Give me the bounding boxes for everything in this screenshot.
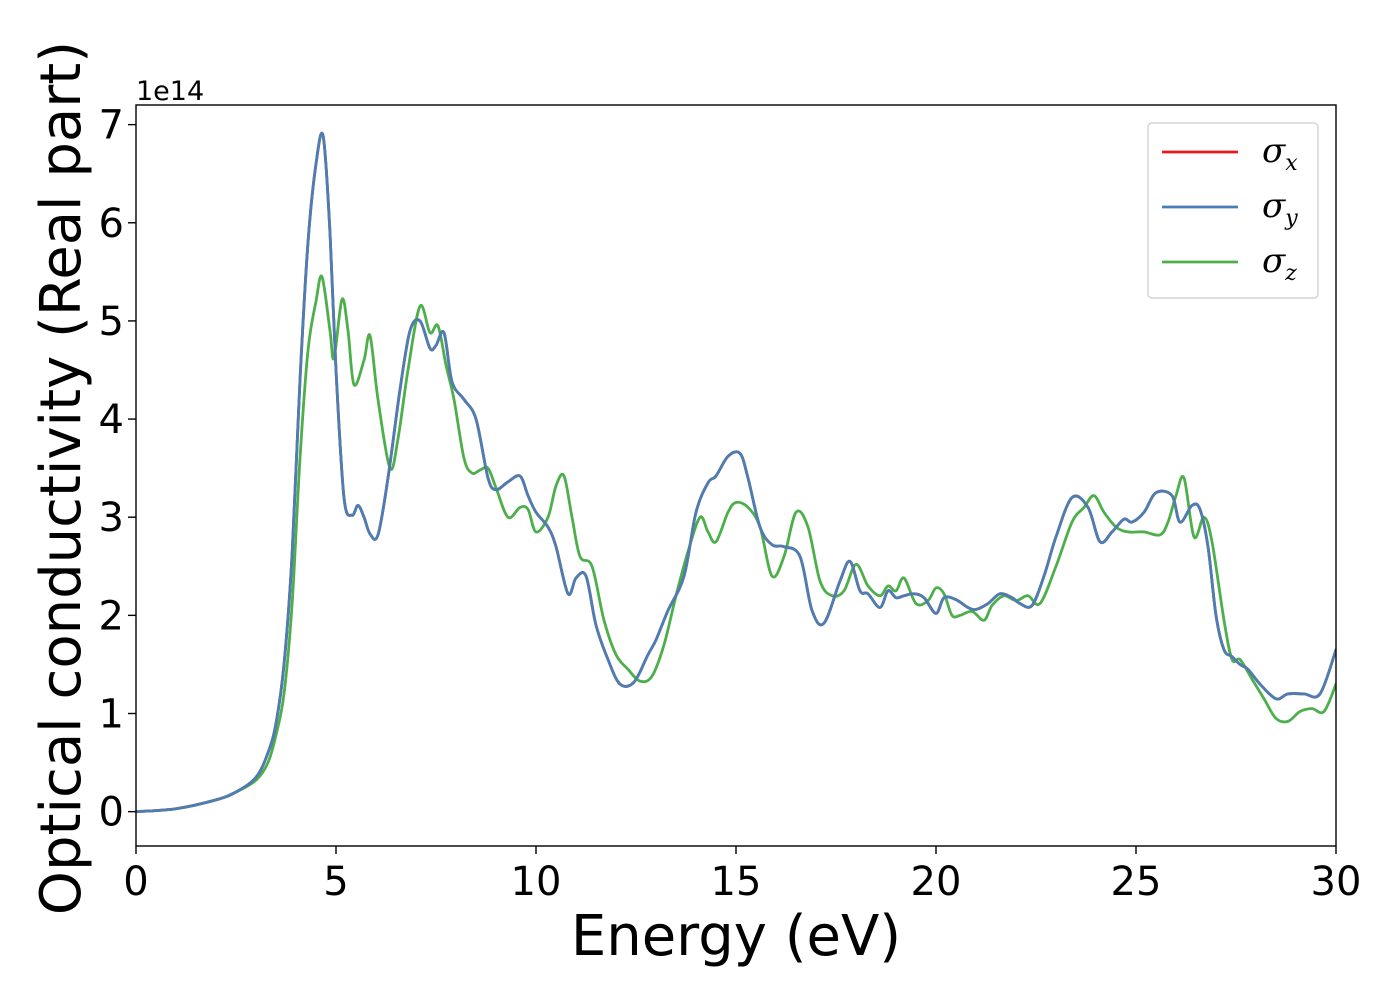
y-tick-label: 5 [99,299,124,345]
y-tick-label: 3 [99,495,124,541]
y-tick-label: 0 [99,790,124,836]
y-tick-label: 7 [99,103,124,149]
x-tick-label: 30 [1311,859,1362,905]
x-tick-label: 5 [323,859,348,905]
x-tick-label: 25 [1111,859,1162,905]
y-tick-label: 1 [99,692,124,738]
x-axis-title: Energy (eV) [571,904,901,969]
legend-box [1147,122,1319,299]
x-tick-label: 0 [123,859,148,905]
series-layer [136,131,1336,814]
y-tick-label: 6 [99,201,124,247]
x-tick-label: 10 [511,859,562,905]
series-line-sigma-y [136,131,1336,814]
x-axis: 0 5 10 15 20 25 30 [123,846,1361,905]
y-axis-title: Optical conductivity (Real part) [29,41,94,915]
series-line-sigma-z [136,274,1336,814]
y-tick-label: 4 [99,397,124,443]
x-tick-label: 15 [711,859,762,905]
y-offset-label: 1e14 [136,76,204,107]
y-axis: 0 1 2 3 4 5 6 7 [99,103,136,836]
y-tick-label: 2 [99,593,124,639]
x-tick-label: 20 [911,859,962,905]
